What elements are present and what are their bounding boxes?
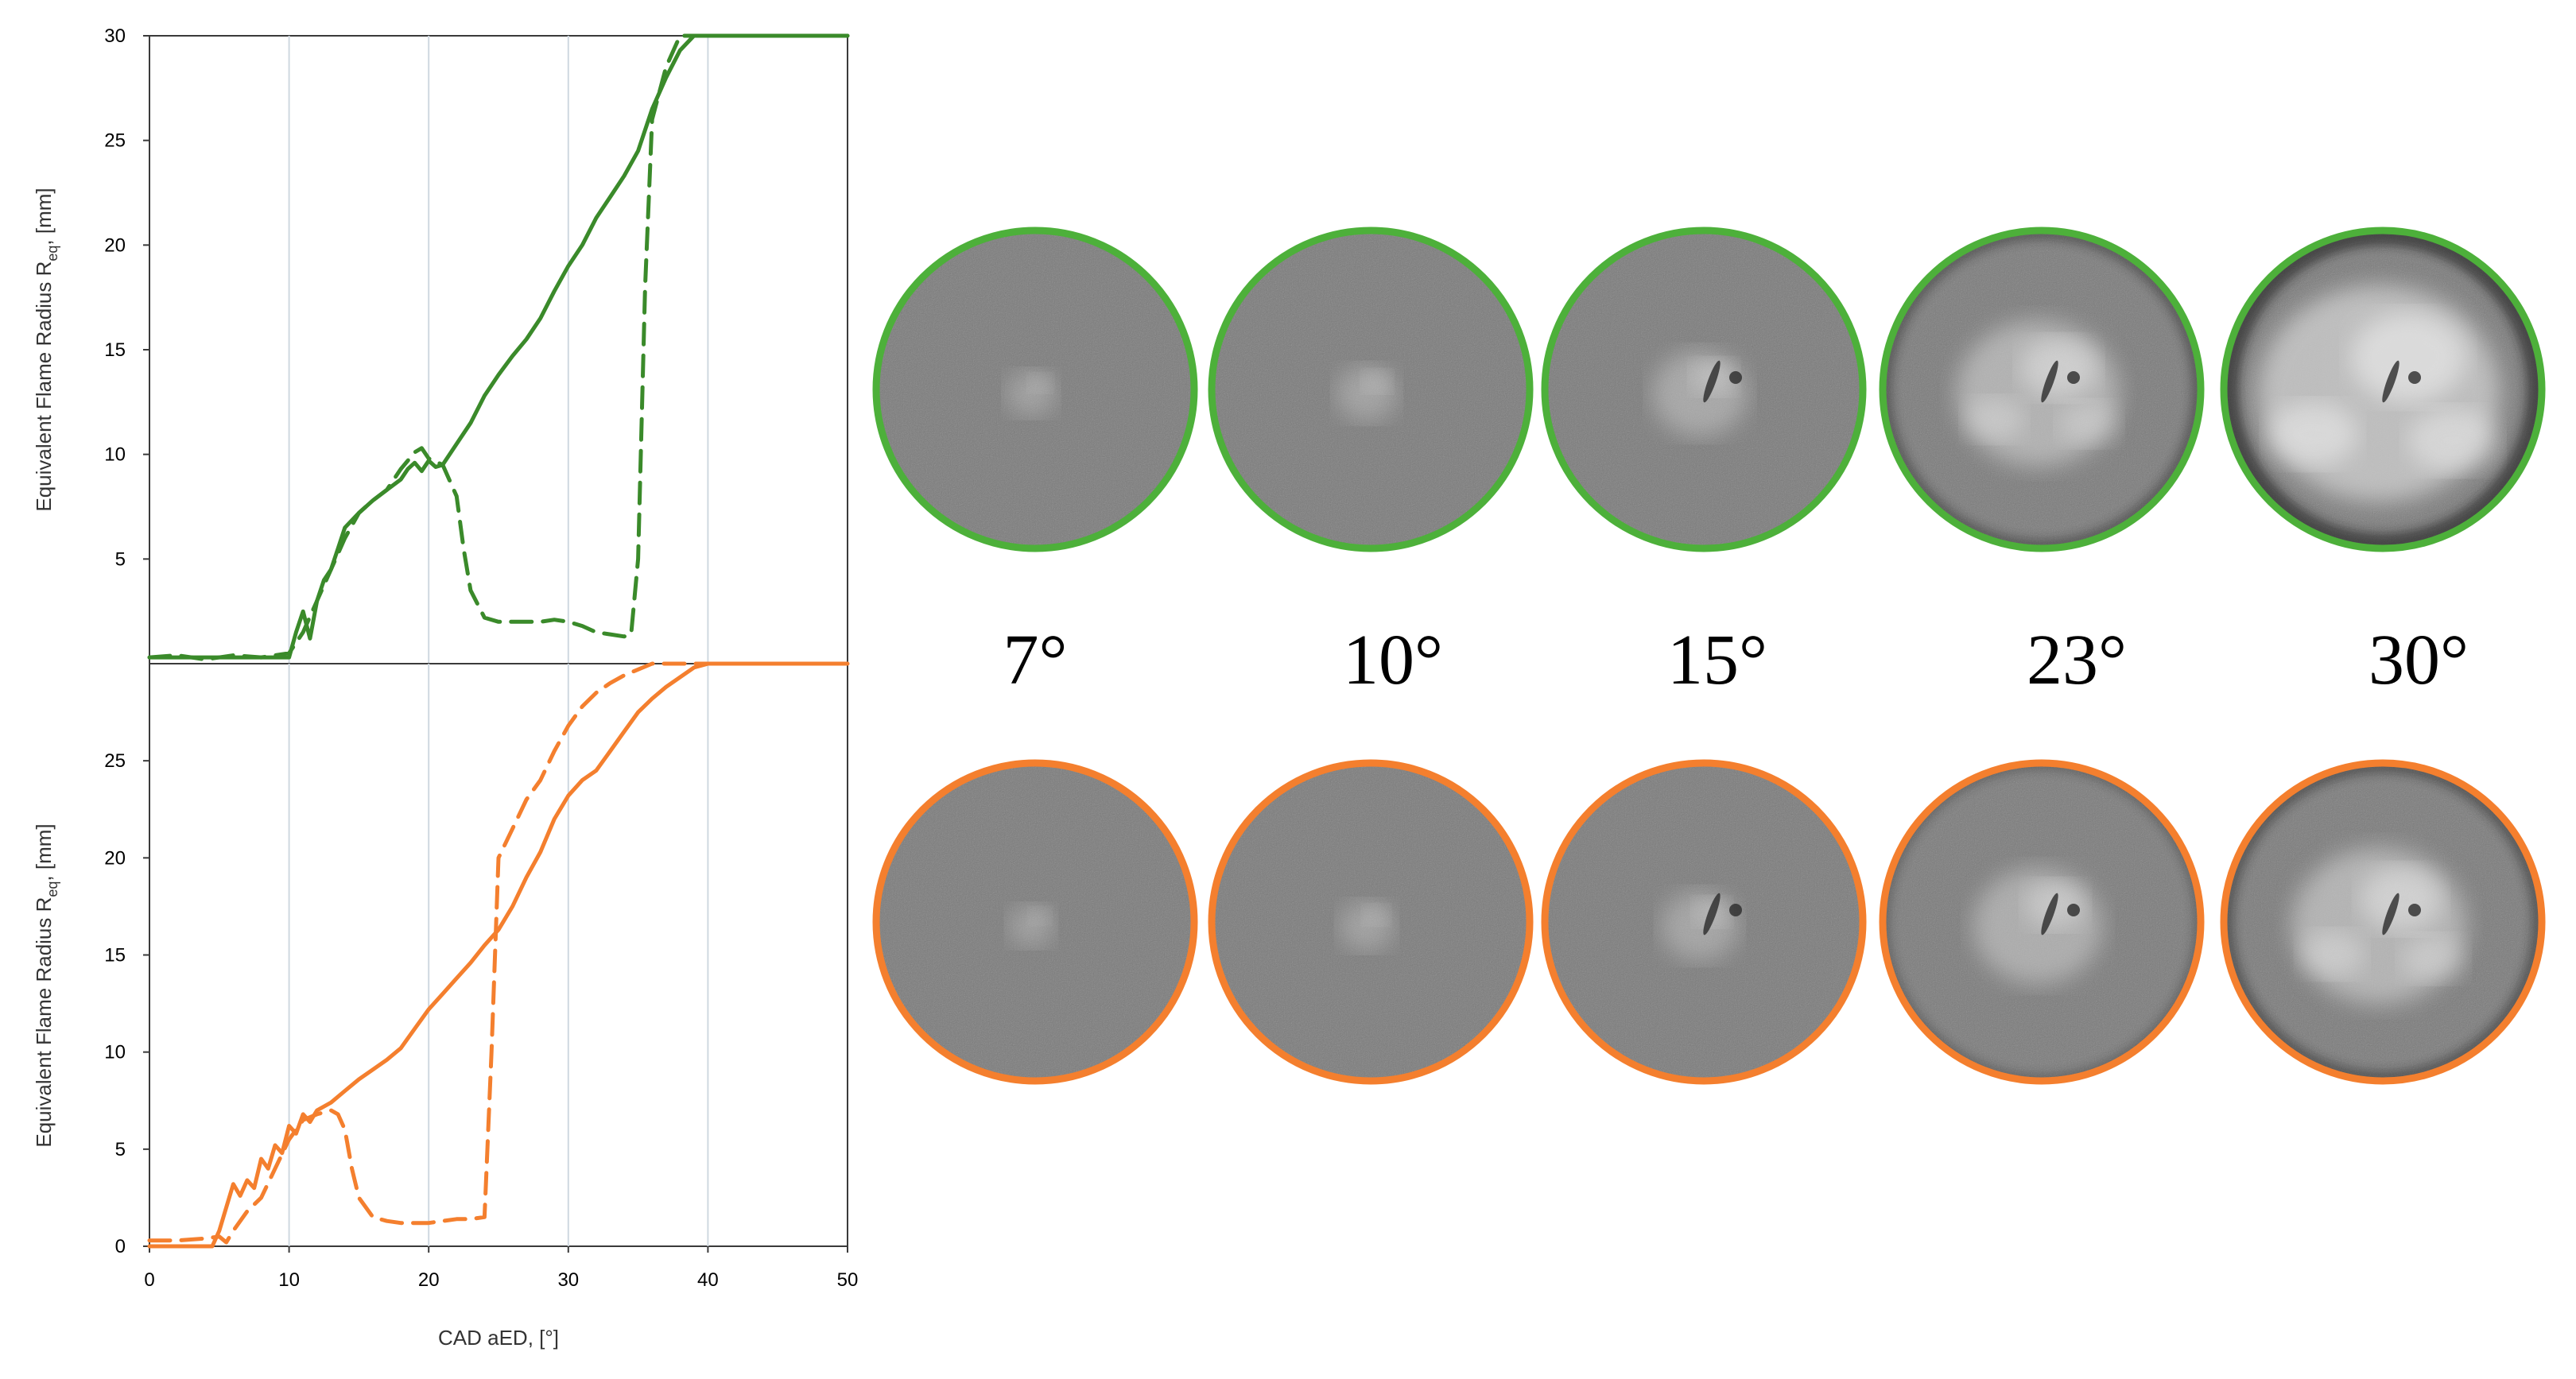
- top-frame-ring-5: [2220, 227, 2546, 552]
- top-chart-panel: 5 10 15 20 25 30 Equivalent Flame Radius Req,…: [32, 25, 850, 664]
- top-flame-frame-1: [872, 227, 1198, 552]
- x-tick-label-2: 10: [278, 1269, 300, 1291]
- top-flame-frame-5: [2220, 227, 2546, 552]
- bottom-frame-ring-5: [2220, 759, 2546, 1085]
- x-tick-label-3: 20: [418, 1269, 440, 1291]
- frame-label-3: 15°: [1667, 621, 1767, 699]
- frame-label-5: 30°: [2368, 621, 2469, 699]
- bottom-series-group: [147, 661, 850, 1249]
- bottom-flame-frame-4: [1879, 759, 2205, 1085]
- top-series-group: [147, 33, 850, 662]
- frame-label-1: 7°: [1003, 621, 1068, 699]
- frame-label-4: 23°: [2027, 621, 2127, 699]
- top-flame-frame-4: [1879, 227, 2205, 552]
- bottom-y-tick-label-4: 15: [104, 945, 126, 966]
- top-y-axis-title: Equivalent Flame Radius Req, [mm]: [32, 188, 60, 511]
- top-y-tick-label-3: 15: [104, 339, 126, 361]
- bottom-flame-images: [872, 759, 2546, 1085]
- top-y-tick-label-6: 30: [104, 25, 126, 47]
- top-y-ticks: 5 10 15 20 25 30: [104, 25, 149, 570]
- bottom-y-axis-title: Equivalent Flame Radius Req, [mm]: [32, 823, 60, 1147]
- frame-label-2: 10°: [1343, 621, 1443, 699]
- top-flame-frame-2: [1208, 227, 1534, 552]
- top-plot-frame: [149, 35, 848, 664]
- x-tick-label-4: 30: [557, 1269, 579, 1291]
- top-flame-frame-3: [1541, 227, 1867, 552]
- top-frame-ring-3: [1541, 227, 1867, 552]
- x-tick-label-6: 50: [837, 1269, 859, 1291]
- bottom-plot-frame: [149, 663, 848, 1247]
- bottom-y-tick-label-2: 5: [115, 1139, 126, 1160]
- x-tick-label-5: 40: [697, 1269, 719, 1291]
- bottom-flame-frame-3: [1541, 759, 1867, 1085]
- bottom-frame-ring-3: [1541, 759, 1867, 1085]
- top-y-tick-label-1: 5: [115, 548, 126, 570]
- bottom-frame-ring-4: [1879, 759, 2205, 1085]
- top-frame-ring-1: [872, 227, 1198, 552]
- bottom-y-ticks: 0 5 10 15 20 25: [104, 750, 149, 1257]
- top-y-tick-label-2: 10: [104, 444, 126, 466]
- bottom-y-tick-label-3: 10: [104, 1042, 126, 1063]
- top-y-tick-label-5: 25: [104, 130, 126, 152]
- bottom-frame-ring-2: [1208, 759, 1534, 1085]
- bottom-y-tick-label-5: 20: [104, 847, 126, 869]
- bottom-flame-frame-5: [2220, 759, 2546, 1085]
- bottom-series-dashed-line: [147, 661, 850, 1245]
- bottom-series-solid-line: [147, 661, 850, 1249]
- bottom-chart-panel: 0 5 10 15 20 25 0 10 20 30 40 50 Equivalent Flame …: [32, 661, 858, 1350]
- bottom-flame-frame-2: [1208, 759, 1534, 1085]
- bottom-y-tick-label-6: 25: [104, 750, 126, 772]
- x-tick-label-1: 0: [144, 1269, 154, 1291]
- top-flame-images: [872, 227, 2546, 552]
- top-y-tick-label-4: 20: [104, 234, 126, 256]
- bottom-grid: [288, 664, 709, 1246]
- crank-angle-labels: 7° 10° 15° 23° 30°: [1003, 621, 2469, 699]
- top-frame-ring-2: [1208, 227, 1534, 552]
- bottom-x-ticks: 0 10 20 30 40 50: [144, 1246, 858, 1291]
- top-grid: [288, 36, 709, 664]
- bottom-flame-frame-1: [872, 759, 1198, 1085]
- top-series-dashed-line: [147, 33, 850, 662]
- top-frame-ring-4: [1879, 227, 2205, 552]
- bottom-y-tick-label-1: 0: [115, 1236, 126, 1257]
- x-axis-title: CAD aED, [°]: [438, 1326, 559, 1350]
- bottom-frame-ring-1: [872, 759, 1198, 1085]
